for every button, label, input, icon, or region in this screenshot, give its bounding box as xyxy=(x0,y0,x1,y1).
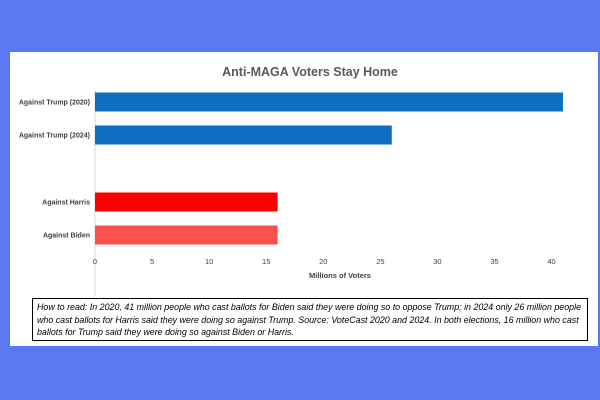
chart-title: Anti-MAGA Voters Stay Home xyxy=(222,65,398,79)
bars-group xyxy=(95,92,563,245)
x-tick-labels: 0 5 10 15 20 25 30 35 40 xyxy=(93,257,556,266)
x-tick-label: 15 xyxy=(262,257,270,266)
bar-against-trump-2020 xyxy=(95,92,563,112)
chart-panel: Anti-MAGA Voters Stay Home Against Trump… xyxy=(10,52,598,346)
bar-against-trump-2024 xyxy=(95,125,392,145)
how-to-read-note: How to read: In 2020, 41 million people … xyxy=(32,298,588,341)
x-axis-label: Millions of Voters xyxy=(309,271,371,280)
category-label: Against Trump (2024) xyxy=(19,133,90,140)
bar-against-harris xyxy=(95,192,278,212)
x-tick-label: 20 xyxy=(319,257,327,266)
x-tick-label: 10 xyxy=(205,257,213,266)
category-label: Against Biden xyxy=(43,233,90,240)
bar-against-biden xyxy=(95,225,278,245)
x-tick-label: 35 xyxy=(490,257,498,266)
x-tick-label: 25 xyxy=(376,257,384,266)
x-tick-label: 5 xyxy=(150,257,154,266)
category-label: Against Trump (2020) xyxy=(19,100,90,107)
x-tick-label: 40 xyxy=(547,257,555,266)
bar-chart: Anti-MAGA Voters Stay Home Against Trump… xyxy=(19,65,563,296)
x-tick-label: 30 xyxy=(433,257,441,266)
category-label: Against Harris xyxy=(42,200,90,207)
x-tick-label: 0 xyxy=(93,257,97,266)
category-labels: Against Trump (2020) Against Trump (2024)… xyxy=(19,100,90,240)
